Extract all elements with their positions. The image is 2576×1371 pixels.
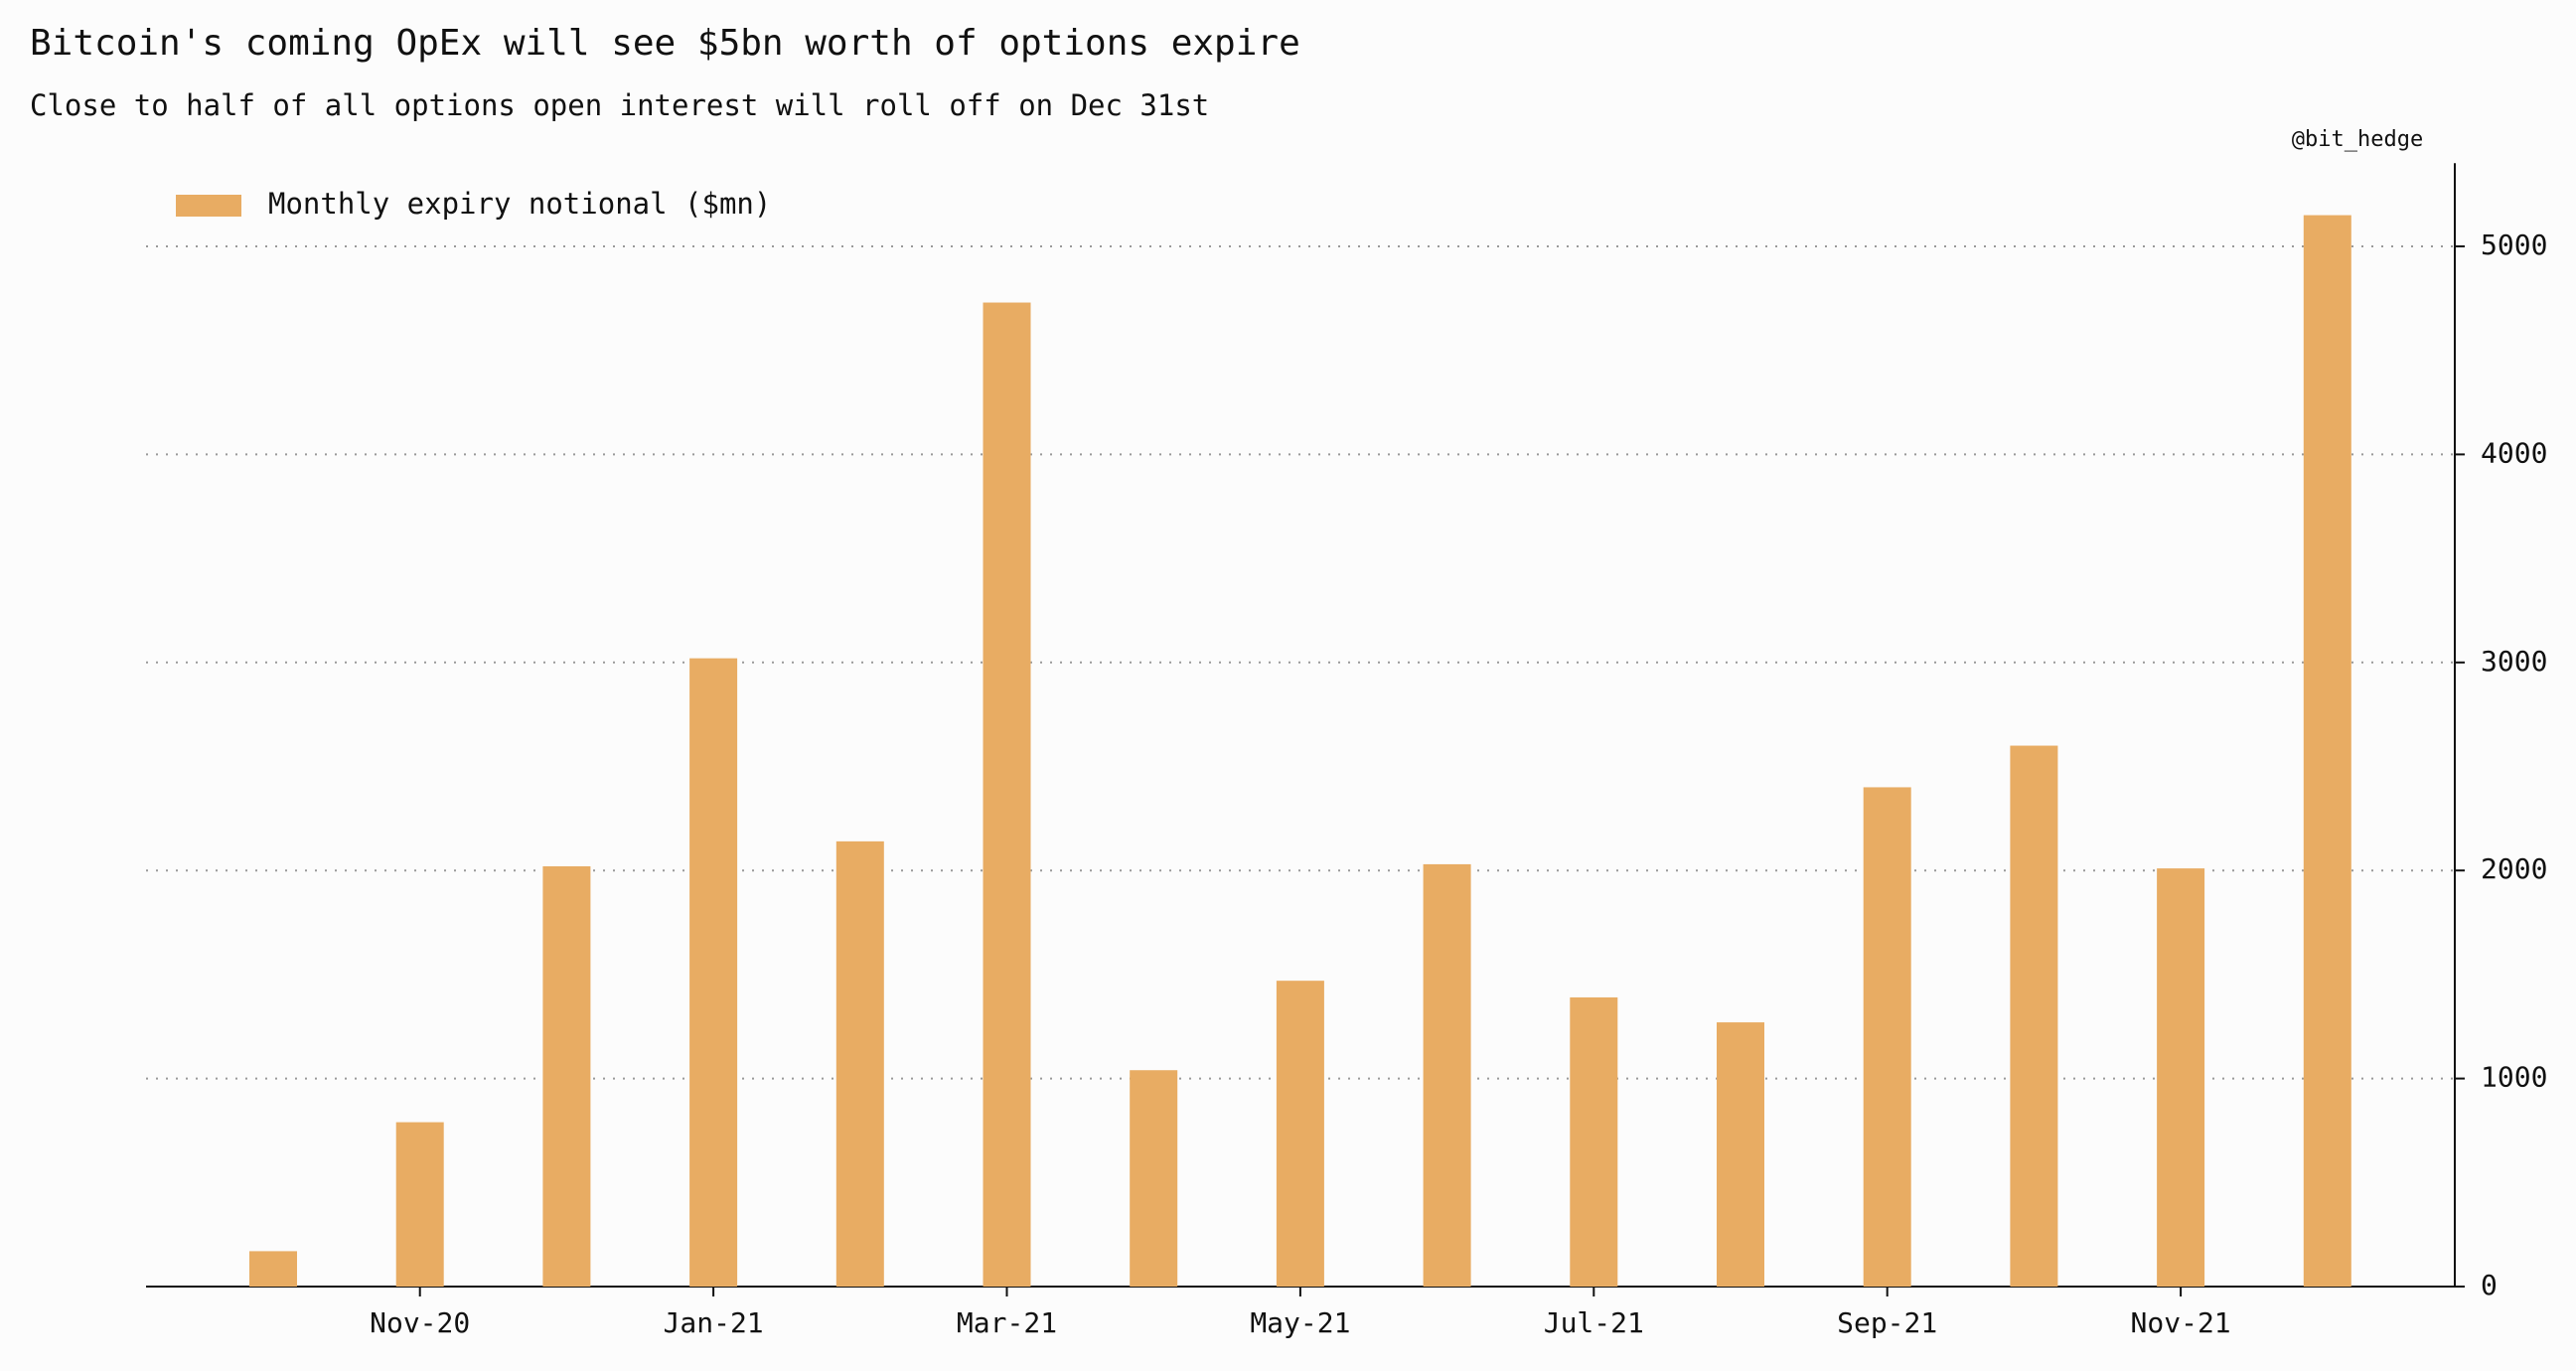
y-tick-label: 3000 xyxy=(2481,645,2547,678)
bar xyxy=(2303,215,2351,1288)
bar xyxy=(1423,863,1471,1287)
x-tick-label: May-21 xyxy=(1250,1306,1350,1339)
bar xyxy=(1717,1022,1764,1287)
legend-label: Monthly expiry notional ($mn) xyxy=(268,187,771,221)
legend-swatch xyxy=(176,195,241,217)
y-tick-label: 0 xyxy=(2481,1269,2498,1301)
y-tick-label: 4000 xyxy=(2481,436,2547,469)
bar xyxy=(1863,787,1911,1287)
bar xyxy=(395,1122,444,1287)
bar xyxy=(689,658,738,1287)
y-tick-label: 2000 xyxy=(2481,852,2547,885)
x-tick-label: Nov-20 xyxy=(370,1306,470,1339)
bar xyxy=(835,840,884,1287)
x-tick-label: Jan-21 xyxy=(664,1306,764,1339)
bar xyxy=(2157,868,2205,1287)
chart-subtitle: Close to half of all options open intere… xyxy=(30,88,1209,122)
bar xyxy=(249,1251,297,1287)
bar xyxy=(542,866,591,1287)
y-tick-label: 1000 xyxy=(2481,1061,2547,1094)
y-tick-label: 5000 xyxy=(2481,228,2547,261)
bar xyxy=(1130,1070,1178,1287)
x-tick-label: Sep-21 xyxy=(1837,1306,1937,1339)
chart-title: Bitcoin's coming OpEx will see $5bn wort… xyxy=(30,23,1300,64)
bar xyxy=(1276,981,1324,1287)
credit: @bit_hedge xyxy=(2292,127,2423,152)
x-tick-label: Jul-21 xyxy=(1544,1306,1644,1339)
x-tick-label: Nov-21 xyxy=(2131,1306,2231,1339)
bar xyxy=(983,302,1031,1288)
bar xyxy=(1570,996,1618,1287)
bar xyxy=(2010,745,2058,1287)
x-tick-label: Mar-21 xyxy=(957,1306,1057,1339)
